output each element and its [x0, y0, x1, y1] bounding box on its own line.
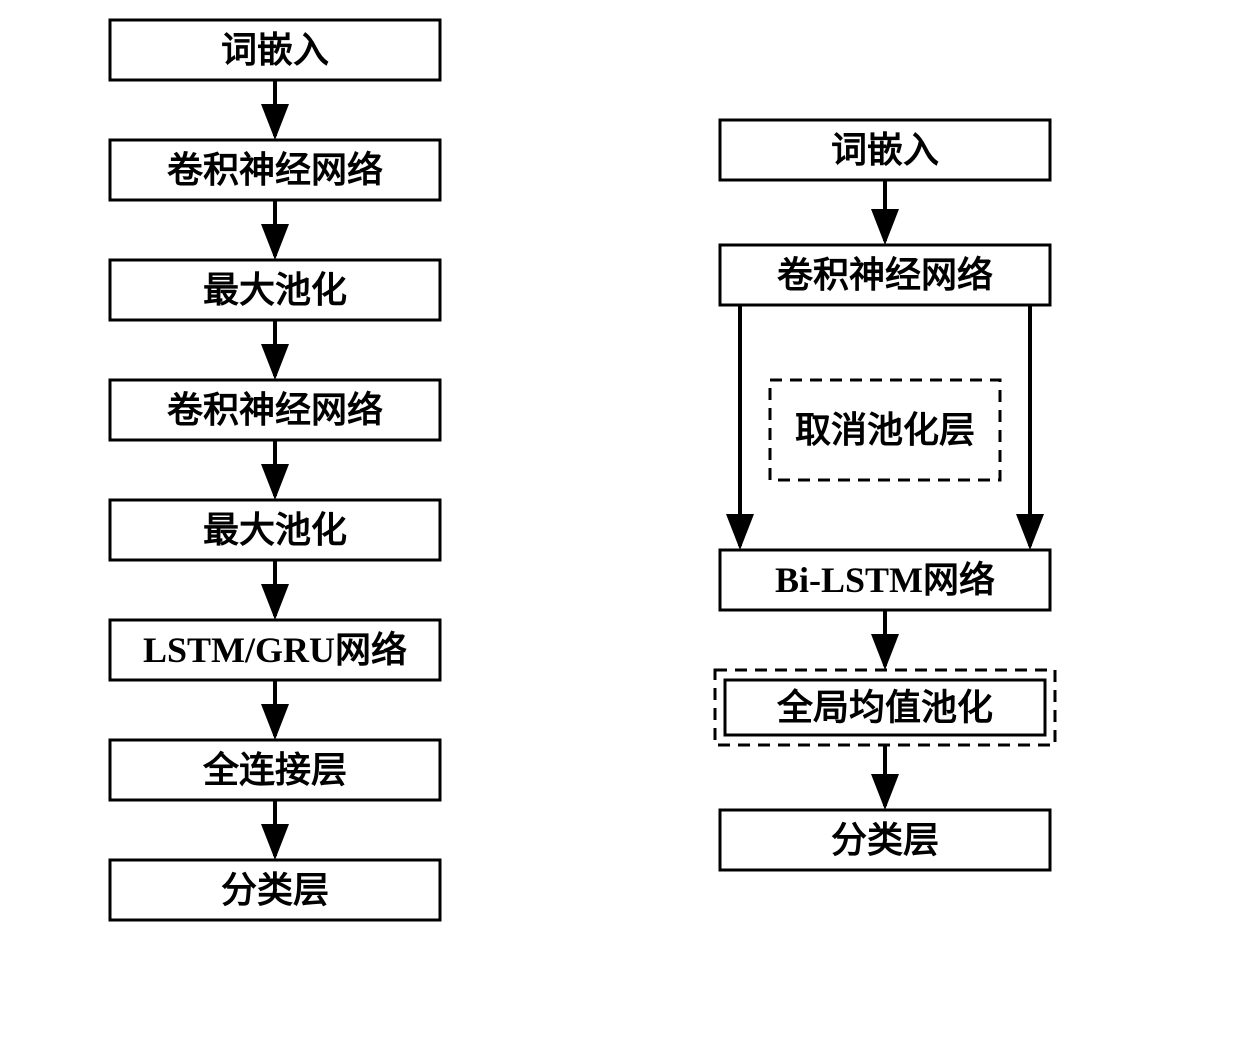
node-label: 最大池化 [203, 510, 347, 550]
flow-node: 最大池化 [110, 500, 440, 560]
flow-node: 全连接层 [110, 740, 440, 800]
node-label: 分类层 [221, 870, 329, 910]
flow-node: 最大池化 [110, 260, 440, 320]
flow-node: 全局均值池化 [725, 680, 1045, 735]
flow-node: 卷积神经网络 [720, 245, 1050, 305]
node-label: 最大池化 [203, 270, 347, 310]
flow-node: 卷积神经网络 [110, 140, 440, 200]
node-label: Bi-LSTM网络 [775, 559, 995, 600]
flow-node: 词嵌入 [720, 120, 1050, 180]
flow-node: Bi-LSTM网络 [720, 550, 1050, 610]
node-label: 取消池化层 [795, 410, 975, 450]
flow-node: 词嵌入 [110, 20, 440, 80]
flow-node: 分类层 [110, 860, 440, 920]
node-label: 卷积神经网络 [167, 149, 383, 190]
node-label: 全连接层 [202, 749, 347, 790]
node-label: 卷积神经网络 [777, 254, 993, 295]
node-label: LSTM/GRU网络 [143, 629, 407, 670]
node-label: 卷积神经网络 [167, 389, 383, 430]
flowchart-diagram: 词嵌入卷积神经网络最大池化卷积神经网络最大池化LSTM/GRU网络全连接层分类层… [0, 0, 1240, 1039]
flow-node: LSTM/GRU网络 [110, 620, 440, 680]
node-label: 分类层 [831, 820, 939, 860]
flow-node: 取消池化层 [770, 380, 1000, 480]
node-label: 词嵌入 [831, 130, 939, 170]
diagram-container: 词嵌入卷积神经网络最大池化卷积神经网络最大池化LSTM/GRU网络全连接层分类层… [0, 0, 1240, 1039]
flow-node: 卷积神经网络 [110, 380, 440, 440]
node-label: 词嵌入 [221, 30, 329, 70]
flow-node: 分类层 [720, 810, 1050, 870]
node-label: 全局均值池化 [776, 687, 993, 728]
